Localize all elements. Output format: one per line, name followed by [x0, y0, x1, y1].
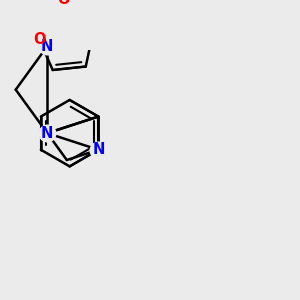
Text: N: N [92, 142, 105, 157]
Text: N: N [41, 126, 53, 141]
Text: O: O [58, 0, 70, 7]
Text: N: N [41, 39, 53, 54]
Text: O: O [33, 32, 46, 47]
